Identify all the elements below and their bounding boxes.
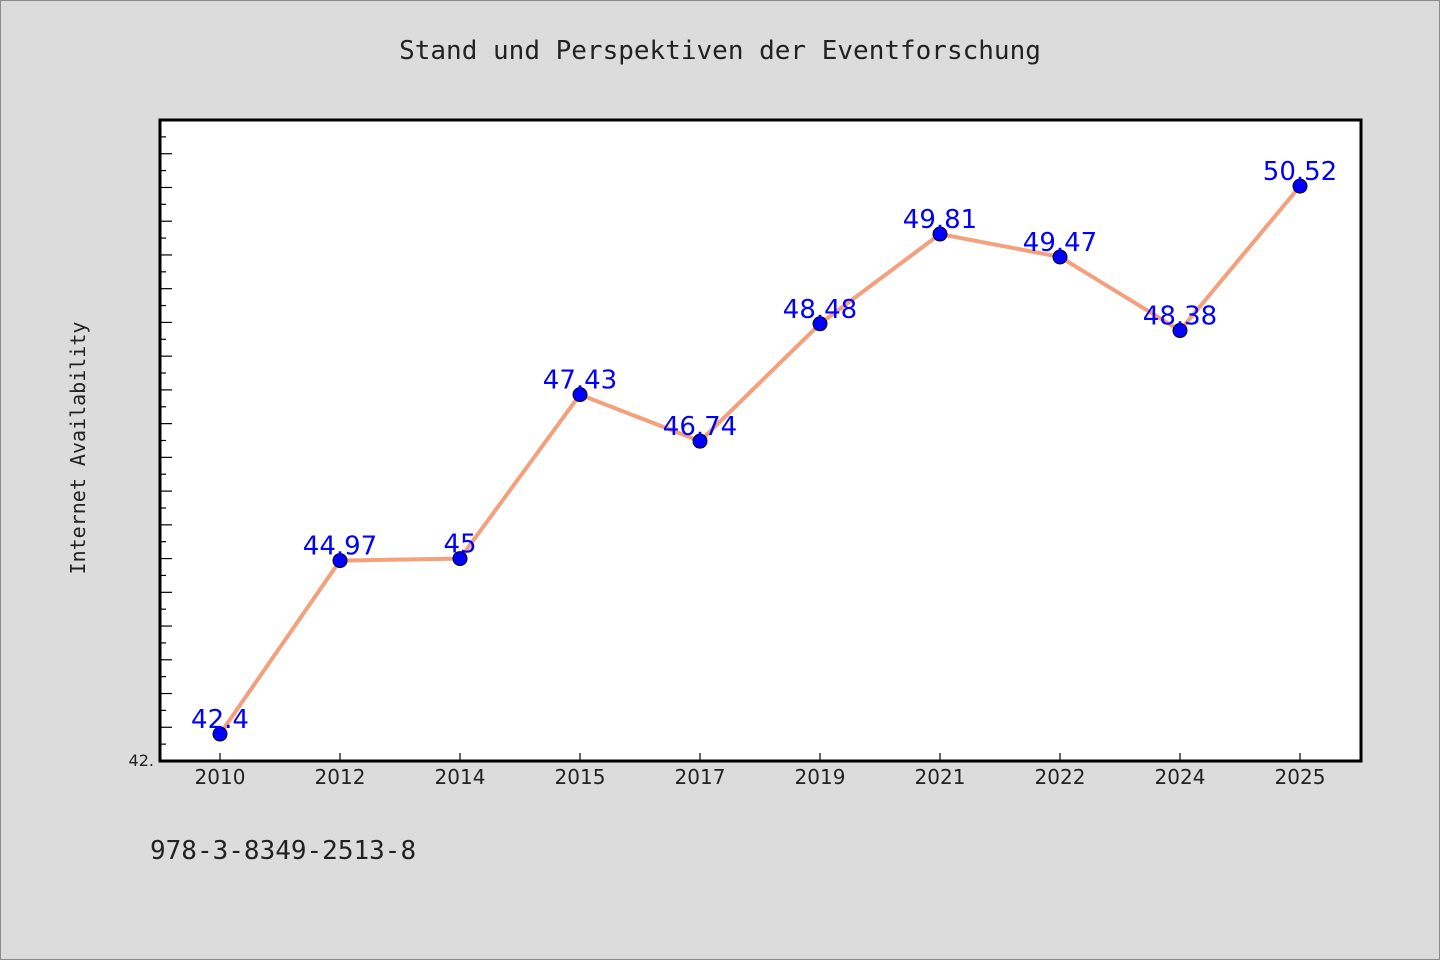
x-tick-label: 2019 bbox=[795, 765, 846, 789]
data-label: 48.48 bbox=[783, 295, 857, 325]
x-tick-label: 2022 bbox=[1035, 765, 1086, 789]
plot-area bbox=[158, 118, 1363, 763]
data-label: 44.97 bbox=[303, 532, 377, 562]
x-tick-label: 2014 bbox=[435, 765, 486, 789]
data-point bbox=[932, 226, 948, 242]
data-point bbox=[692, 433, 708, 449]
data-point bbox=[572, 387, 588, 403]
data-point bbox=[1052, 249, 1068, 265]
x-tick-label: 2012 bbox=[315, 765, 366, 789]
data-point bbox=[452, 551, 468, 567]
x-tick-label: 2010 bbox=[195, 765, 246, 789]
y-tick-label: 42. bbox=[129, 751, 154, 770]
data-label: 49.81 bbox=[903, 205, 977, 235]
isbn-text: 978-3-8349-2513-8 bbox=[150, 836, 417, 866]
x-tick-label: 2024 bbox=[1155, 765, 1206, 789]
data-label: 46.74 bbox=[663, 412, 737, 442]
x-tick-label: 2025 bbox=[1275, 765, 1326, 789]
data-point bbox=[1172, 323, 1188, 339]
data-label: 49.47 bbox=[1023, 228, 1097, 258]
data-label: 45 bbox=[443, 530, 476, 560]
data-point bbox=[212, 726, 228, 742]
x-tick-label: 2021 bbox=[915, 765, 966, 789]
data-label: 50.52 bbox=[1263, 157, 1337, 187]
chart-title: Stand und Perspektiven der Eventforschun… bbox=[399, 36, 1041, 66]
data-point bbox=[332, 553, 348, 569]
data-point bbox=[1292, 178, 1308, 194]
series-line bbox=[218, 184, 1302, 736]
data-point bbox=[812, 316, 828, 332]
data-label: 48.38 bbox=[1143, 302, 1217, 332]
data-label: 47.43 bbox=[543, 366, 617, 396]
x-tick-label: 2015 bbox=[555, 765, 606, 789]
x-tick-label: 2017 bbox=[675, 765, 726, 789]
data-label: 42.4 bbox=[191, 705, 249, 735]
